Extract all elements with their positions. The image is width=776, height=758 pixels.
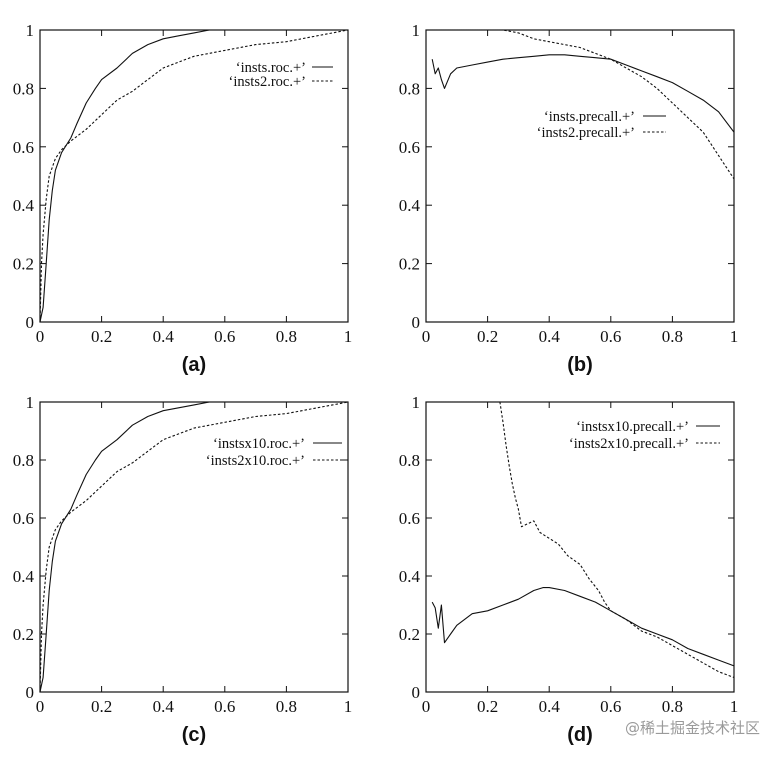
y-tick-label: 0.6 bbox=[399, 509, 420, 528]
x-tick-label: 0 bbox=[422, 327, 431, 346]
series-line-solid bbox=[39, 29, 348, 323]
y-tick-label: 1 bbox=[412, 21, 421, 40]
x-tick-label: 1 bbox=[344, 697, 353, 716]
legend-label: ‘instsx10.roc.+’ bbox=[213, 436, 305, 452]
legend-label: ‘insts2.precall.+’ bbox=[537, 125, 635, 141]
y-tick-label: 0.8 bbox=[13, 79, 34, 98]
y-tick-label: 0.6 bbox=[13, 138, 34, 157]
y-tick-label: 1 bbox=[412, 393, 421, 412]
plot-frame bbox=[39, 401, 349, 693]
y-tick-label: 0.6 bbox=[13, 509, 34, 528]
watermark-text: @稀土掘金技术社区 bbox=[624, 719, 760, 737]
x-tick-label: 0.2 bbox=[477, 327, 498, 346]
x-tick-label: 0.8 bbox=[662, 327, 683, 346]
legend: ‘insts.precall.+’‘insts2.precall.+’ bbox=[537, 109, 666, 141]
y-tick-label: 0 bbox=[26, 313, 35, 332]
y-tick-label: 0.2 bbox=[399, 625, 420, 644]
y-tick-label: 0.2 bbox=[13, 625, 34, 644]
y-tick-label: 1 bbox=[26, 393, 35, 412]
plot-frame bbox=[39, 29, 349, 323]
x-tick-label: 1 bbox=[344, 327, 353, 346]
x-tick-label: 0.4 bbox=[153, 327, 175, 346]
plot-frame bbox=[425, 29, 735, 323]
y-tick-label: 0.4 bbox=[13, 196, 35, 215]
plot-frame bbox=[425, 401, 735, 693]
series-line-dashed bbox=[432, 401, 735, 679]
chart-panel-a: 0 0.2 0.4 0.6 0.8 1 0 0.2 0.4 0.6 0.8 1 ‘insts.roc.+… bbox=[13, 21, 353, 376]
x-tick-label: 0.4 bbox=[539, 697, 561, 716]
series-line-solid bbox=[431, 54, 735, 133]
chart-panel-b: 0 0.2 0.4 0.6 0.8 1 0 0.2 0.4 0.6 0.8 1 ‘insts.preca… bbox=[399, 21, 739, 376]
y-tick-label: 0 bbox=[26, 683, 35, 702]
series-line-solid bbox=[39, 401, 348, 693]
legend-label: ‘insts2.roc.+’ bbox=[229, 74, 306, 90]
y-tick-label: 0.4 bbox=[13, 567, 35, 586]
x-tick-label: 0.6 bbox=[600, 697, 621, 716]
x-tick-label: 1 bbox=[730, 697, 739, 716]
y-tick-label: 0.4 bbox=[399, 196, 421, 215]
y-tick-label: 0 bbox=[412, 313, 421, 332]
y-tick-label: 0.2 bbox=[13, 255, 34, 274]
x-tick-label: 0.2 bbox=[477, 697, 498, 716]
x-tick-label: 0.8 bbox=[276, 697, 297, 716]
legend: ‘instsx10.roc.+’‘insts2x10.roc.+’ bbox=[206, 436, 342, 469]
chart-panel-c: 0 0.2 0.4 0.6 0.8 1 0 0.2 0.4 0.6 0.8 1 ‘instsx10.ro… bbox=[13, 393, 353, 746]
x-tick-label: 1 bbox=[730, 327, 739, 346]
y-tick-label: 0.8 bbox=[399, 79, 420, 98]
panel-label: (c) bbox=[182, 724, 206, 746]
chart-panel-d: 0 0.2 0.4 0.6 0.8 1 0 0.2 0.4 0.6 0.8 1 ‘instsx10.pr… bbox=[399, 393, 739, 746]
x-tick-label: 0.2 bbox=[91, 697, 112, 716]
y-tick-label: 0.2 bbox=[399, 255, 420, 274]
x-tick-label: 0.6 bbox=[600, 327, 621, 346]
legend: ‘insts.roc.+’‘insts2.roc.+’ bbox=[229, 60, 333, 90]
series-line-solid bbox=[431, 587, 735, 667]
panel-label: (a) bbox=[182, 354, 206, 376]
legend-label: ‘insts2x10.precall.+’ bbox=[569, 436, 689, 452]
x-tick-label: 0.6 bbox=[214, 697, 235, 716]
y-tick-label: 0 bbox=[412, 683, 421, 702]
x-tick-label: 0.8 bbox=[662, 697, 683, 716]
y-tick-label: 0.4 bbox=[399, 567, 421, 586]
x-tick-label: 0.8 bbox=[276, 327, 297, 346]
series-line-dashed bbox=[432, 29, 735, 180]
x-tick-label: 0.2 bbox=[91, 327, 112, 346]
y-tick-label: 0.6 bbox=[399, 138, 420, 157]
panel-label: (d) bbox=[567, 724, 593, 746]
x-tick-label: 0 bbox=[36, 327, 45, 346]
x-tick-label: 0.4 bbox=[539, 327, 561, 346]
panel-label: (b) bbox=[567, 354, 593, 376]
y-tick-label: 0.8 bbox=[13, 451, 34, 470]
series-line-dashed bbox=[39, 401, 349, 693]
legend-label: ‘instsx10.precall.+’ bbox=[576, 419, 689, 435]
x-tick-label: 0 bbox=[422, 697, 431, 716]
legend: ‘instsx10.precall.+’‘insts2x10.precall.+… bbox=[569, 419, 720, 452]
y-tick-label: 1 bbox=[26, 21, 35, 40]
legend-label: ‘insts2x10.roc.+’ bbox=[206, 453, 305, 469]
x-tick-label: 0 bbox=[36, 697, 45, 716]
y-tick-label: 0.8 bbox=[399, 451, 420, 470]
x-tick-label: 0.4 bbox=[153, 697, 175, 716]
legend-label: ‘insts.precall.+’ bbox=[544, 109, 635, 125]
x-tick-label: 0.6 bbox=[214, 327, 235, 346]
legend-label: ‘insts.roc.+’ bbox=[236, 60, 306, 76]
